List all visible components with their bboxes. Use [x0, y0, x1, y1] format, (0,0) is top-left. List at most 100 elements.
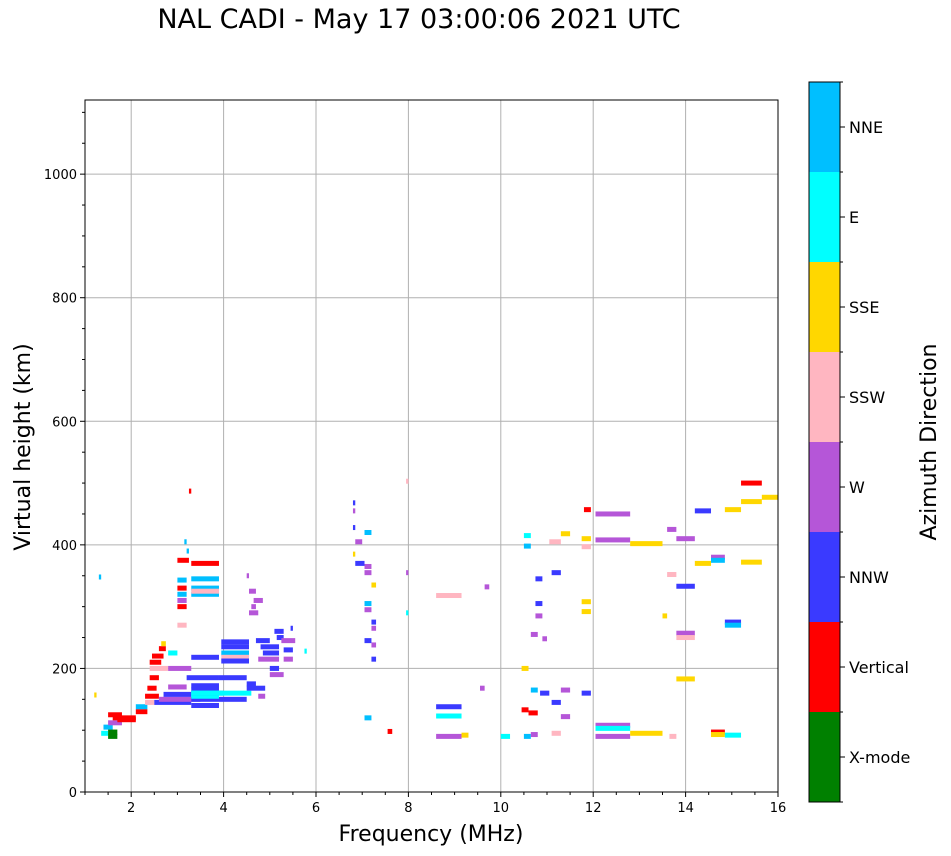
- echo-trace: [158, 696, 201, 702]
- echo-trace: [436, 593, 462, 599]
- colorbar-tick-label: E: [849, 208, 859, 227]
- echo-trace: [186, 675, 219, 681]
- echo-trace: [741, 480, 762, 486]
- echo-trace: [163, 691, 192, 697]
- echo-trace: [218, 696, 247, 702]
- echo-trace: [436, 704, 462, 710]
- colorbar-tick-label: NNW: [849, 568, 889, 587]
- echo-trace: [595, 722, 631, 728]
- echo-trace: [724, 622, 742, 628]
- echo-trace: [158, 646, 166, 652]
- echo-trace: [549, 539, 561, 545]
- echo-trace: [276, 635, 284, 641]
- echo-trace: [724, 619, 742, 625]
- echo-trace: [186, 548, 189, 554]
- echo-trace: [191, 693, 219, 699]
- echo-trace: [364, 715, 372, 721]
- echo-trace: [149, 675, 159, 681]
- echo-trace: [218, 675, 247, 681]
- echo-trace: [535, 576, 543, 582]
- echo-trace: [741, 559, 762, 565]
- echo-trace: [535, 613, 543, 619]
- echo-trace: [191, 588, 219, 594]
- echo-trace: [191, 696, 219, 702]
- echo-trace: [135, 709, 148, 715]
- x-tick-label: 14: [677, 801, 694, 816]
- x-tick-label: 10: [493, 801, 510, 816]
- echo-trace: [262, 650, 280, 656]
- echo-trace: [371, 656, 377, 662]
- echo-trace: [676, 630, 695, 636]
- echo-trace: [521, 707, 529, 713]
- echo-trace: [662, 613, 668, 619]
- echo-trace: [145, 699, 155, 705]
- echo-trace: [135, 704, 148, 710]
- echo-trace: [581, 536, 591, 542]
- echo-trace: [560, 687, 571, 693]
- echo-trace: [191, 560, 219, 566]
- echo-trace: [523, 533, 531, 539]
- grid: [85, 100, 779, 793]
- echo-trace: [676, 536, 695, 542]
- x-tick-label: 12: [585, 801, 602, 816]
- echo-trace: [108, 733, 118, 739]
- echo-trace: [530, 631, 538, 637]
- echo-trace: [352, 508, 356, 514]
- echo-trace: [711, 554, 725, 560]
- echo-trace: [221, 658, 250, 664]
- echo-trace: [500, 733, 511, 739]
- echo-trace: [669, 733, 677, 739]
- echo-trace: [560, 714, 571, 720]
- echo-trace: [151, 653, 164, 659]
- echo-trace: [221, 654, 250, 660]
- colorbar-swatch: [809, 352, 840, 442]
- echo-trace: [290, 625, 293, 631]
- echo-trace: [724, 732, 742, 738]
- echo-trace: [551, 570, 561, 576]
- echo-trace: [364, 530, 372, 535]
- colorbar-tick-label: SSW: [849, 388, 885, 407]
- echo-trace: [177, 597, 187, 603]
- echo-trace: [191, 654, 219, 660]
- x-tick-label: 16: [770, 801, 787, 816]
- colorbar-swatch: [809, 172, 840, 262]
- echo-traces: [94, 478, 778, 739]
- echo-trace: [630, 541, 663, 547]
- echo-trace: [581, 609, 591, 615]
- echo-trace: [581, 690, 591, 696]
- echo-trace: [149, 659, 162, 665]
- echo-trace: [371, 625, 377, 631]
- echo-trace: [694, 560, 712, 566]
- echo-trace: [177, 577, 187, 583]
- colorbar-frame: [808, 81, 841, 803]
- echo-trace: [101, 730, 109, 736]
- colorbar-swatch: [809, 442, 840, 532]
- echo-trace: [191, 690, 252, 696]
- echo-trace: [406, 610, 409, 616]
- echo-trace: [221, 644, 250, 650]
- echo-trace: [711, 732, 725, 738]
- echo-trace: [528, 710, 538, 716]
- echo-trace: [676, 635, 695, 641]
- echo-trace: [406, 478, 409, 484]
- echo-trace: [260, 644, 280, 650]
- echo-trace: [108, 729, 118, 735]
- echo-trace: [542, 636, 547, 642]
- echo-trace: [249, 588, 256, 594]
- y-axis-label: Virtual height (km): [11, 343, 36, 550]
- echo-trace: [191, 687, 219, 693]
- echo-trace: [694, 508, 712, 514]
- echo-trace: [581, 544, 591, 550]
- colorbar-tick-label: NNE: [849, 118, 883, 137]
- y-tick-label: 600: [52, 415, 77, 430]
- echo-trace: [484, 584, 490, 590]
- echo-trace: [530, 732, 538, 738]
- echo-trace: [147, 685, 157, 691]
- echo-trace: [149, 665, 169, 671]
- echo-trace: [436, 733, 462, 739]
- colorbar-swatch: [809, 532, 840, 622]
- echo-trace: [352, 525, 356, 531]
- echo-trace: [168, 650, 178, 656]
- colorbar-swatch: [809, 262, 840, 352]
